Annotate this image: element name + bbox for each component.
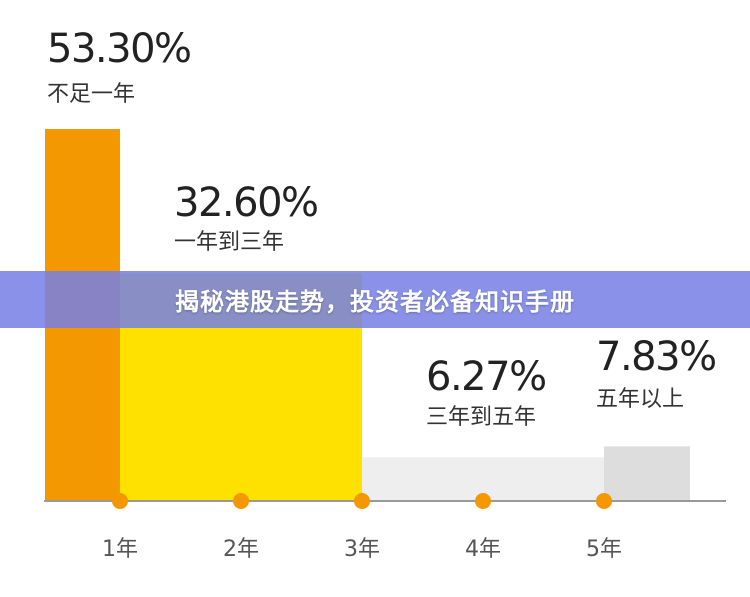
tick-marker-2 [233,493,249,509]
value-labels-group: 53.30% 不足一年 32.60% 一年到三年 6.27% 三年到五年 7.83% 五年以上 [47,26,717,430]
tick-marker-4 [475,493,491,509]
category-label-3: 三年到五年 [426,405,536,430]
tick-marker-3 [354,493,370,509]
category-label-2: 一年到三年 [174,230,284,255]
category-label-4: 五年以上 [596,387,684,412]
x-tick-label-1: 1年 [102,537,138,562]
tick-marker-5 [596,493,612,509]
value-label-2: 32.60% [174,180,318,226]
x-tick-label-3: 3年 [344,537,380,562]
x-tick-label-4: 4年 [465,537,501,562]
tick-marker-1 [112,493,128,509]
x-tick-labels-group: 1年 2年 3年 4年 5年 [102,537,622,562]
banner-title: 揭秘港股走势，投资者必备知识手册 [175,288,575,316]
value-label-3: 6.27% [426,354,546,400]
bar-4 [604,446,690,501]
value-label-1: 53.30% [47,26,191,72]
title-banner: 揭秘港股走势，投资者必备知识手册 [0,271,750,328]
category-label-1: 不足一年 [47,82,135,107]
value-label-4: 7.83% [596,334,716,380]
x-tick-label-5: 5年 [586,537,622,562]
tick-markers-group [112,493,612,509]
x-tick-label-2: 2年 [223,537,259,562]
